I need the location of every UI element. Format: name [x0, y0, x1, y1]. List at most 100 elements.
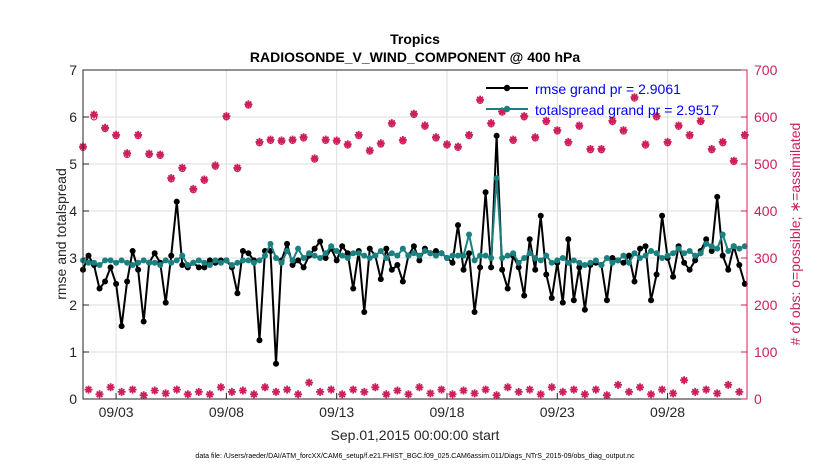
totalspread-series-point [466, 231, 473, 238]
obs-assimilated-marker [90, 110, 98, 119]
obs-assimilated-marker [454, 142, 462, 151]
obs-assimilated-marker [492, 391, 501, 400]
rmse-series-point [416, 257, 423, 264]
totalspread-series-point [642, 252, 649, 259]
obs-assimilated-marker [619, 126, 628, 135]
rmse-series-point [96, 285, 103, 292]
totalspread-series-point [317, 255, 324, 261]
obs-assimilated-marker [520, 112, 529, 121]
totalspread-series-point [184, 262, 191, 269]
rmse-series-point [322, 255, 329, 261]
obs-assimilated-marker [685, 130, 694, 139]
obs-assimilated-marker [128, 385, 137, 394]
rmse-series-point [289, 262, 296, 269]
obs-assimilated-marker [729, 156, 738, 165]
obs-assimilated-marker [161, 389, 170, 398]
rmse-series-point [736, 262, 743, 269]
rmse-series-point [603, 297, 610, 304]
y-axis-right-label: # of obs: o=possible; ∗=assimilated [787, 123, 803, 346]
totalspread-series-point [388, 250, 395, 257]
obs-assimilated-marker [735, 387, 744, 396]
y-right-tick-label: 0 [754, 391, 762, 407]
totalspread-series-point [432, 252, 439, 259]
obs-assimilated-marker [266, 135, 275, 144]
rmse-series-point [333, 257, 340, 264]
rmse-series-point [377, 276, 384, 283]
obs-assimilated-marker [443, 140, 451, 149]
totalspread-series-point [311, 252, 318, 259]
obs-assimilated-marker [95, 390, 104, 399]
totalspread-series-point [675, 245, 682, 252]
rmse-series-point [471, 309, 478, 316]
obs-assimilated-marker [255, 137, 264, 146]
rmse-series-point [339, 243, 346, 250]
obs-assimilated-marker [536, 390, 545, 399]
y-left-tick-label: 7 [69, 62, 77, 78]
rmse-series-point [311, 245, 318, 252]
obs-assimilated-marker [250, 390, 258, 399]
rmse-series-point [532, 266, 539, 273]
rmse-series-point [410, 243, 417, 250]
obs-assimilated-marker [503, 383, 512, 392]
rmse-series-point [317, 238, 324, 245]
x-tick-label: 09/23 [540, 404, 575, 420]
rmse-series-point [432, 247, 439, 254]
totalspread-series-point [532, 255, 539, 261]
grid [83, 70, 747, 399]
totalspread-series-point [670, 250, 677, 257]
obs-assimilated-marker [189, 184, 198, 193]
totalspread-series-point [151, 259, 158, 266]
rmse-series-point [162, 299, 169, 306]
totalspread-series-point [510, 250, 517, 257]
totalspread-series-point [730, 243, 737, 250]
obs-assimilated-marker [112, 130, 121, 139]
obs-assimilated-marker [139, 391, 148, 400]
totalspread-series-point [725, 247, 732, 254]
totalspread-series-point [124, 259, 131, 266]
rmse-series-point [681, 259, 688, 266]
totalspread-series-point [223, 257, 230, 264]
obs-assimilated-marker [625, 387, 633, 396]
rmse-series-point [449, 259, 456, 266]
x-tick-label: 09/03 [99, 404, 134, 420]
totalspread-series-point [157, 262, 164, 269]
obs-assimilated-marker [575, 121, 584, 130]
obs-assimilated-marker [393, 386, 402, 395]
totalspread-series-point [295, 245, 302, 252]
plot-area [83, 70, 747, 399]
rmse-series-point [648, 297, 655, 304]
obs-assimilated-marker [564, 137, 573, 146]
obs-assimilated-marker [740, 130, 749, 139]
totalspread-series-point [256, 257, 263, 264]
obs-assimilated-marker [465, 130, 473, 139]
obs-assimilated-marker [238, 386, 247, 395]
rmse-series-point [140, 318, 147, 325]
rmse-series-point [206, 257, 213, 264]
obs-assimilated-marker [398, 136, 407, 144]
chart-title: Tropics [390, 31, 440, 47]
rmse-series-point [195, 264, 202, 271]
obs-assimilated-marker [123, 149, 132, 158]
totalspread-series-point [113, 259, 120, 266]
totalspread-series-point [592, 257, 599, 264]
totalspread-series-point [129, 262, 136, 269]
totalspread-series-point [521, 255, 528, 261]
totalspread-series-point [460, 252, 467, 259]
totalspread-series-point [278, 259, 285, 266]
rmse-series-point [499, 266, 506, 273]
obs-assimilated-marker [630, 93, 639, 102]
rmse-series-point [455, 222, 462, 229]
rmse-series-point [295, 257, 302, 264]
totalspread-series-point [339, 252, 346, 259]
totalspread-series-point [443, 255, 450, 261]
totalspread-series-point [686, 247, 693, 254]
totalspread-series-point [300, 255, 307, 261]
obs-assimilated-marker [106, 383, 115, 392]
rmse-series-point [692, 257, 699, 264]
totalspread-series-point [714, 245, 721, 252]
rmse-series-point [703, 236, 710, 243]
obs-assimilated-marker [514, 387, 523, 396]
totalspread-series-point [703, 240, 710, 247]
y-left-tick-label: 6 [69, 109, 77, 125]
